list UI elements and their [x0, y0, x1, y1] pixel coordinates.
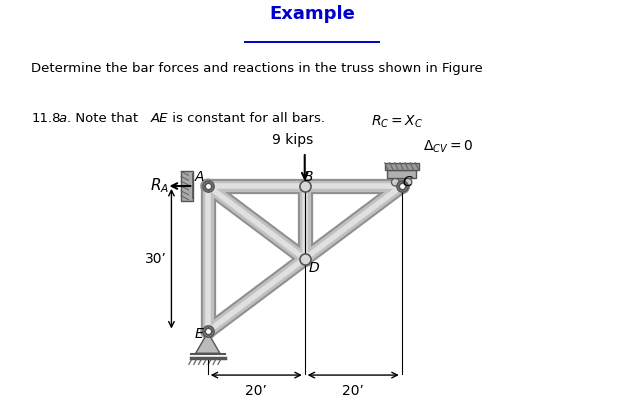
Text: Example: Example — [269, 4, 355, 22]
Text: B: B — [304, 170, 313, 184]
Text: D: D — [309, 261, 319, 275]
Text: 20’: 20’ — [343, 384, 364, 398]
Text: AE: AE — [151, 112, 168, 125]
Text: 11.8: 11.8 — [31, 112, 61, 125]
Bar — [385, 163, 419, 170]
Text: $\Delta_{CV}=0$: $\Delta_{CV}=0$ — [424, 139, 474, 155]
Circle shape — [391, 178, 399, 186]
Text: $R_A$: $R_A$ — [150, 177, 169, 196]
Text: is constant for all bars.: is constant for all bars. — [168, 112, 325, 125]
Text: C: C — [402, 175, 412, 189]
Text: $R_C = X_C$: $R_C = X_C$ — [371, 114, 423, 130]
Text: Determine the bar forces and reactions in the truss shown in Figure: Determine the bar forces and reactions i… — [31, 62, 483, 75]
Bar — [181, 171, 193, 200]
Polygon shape — [196, 333, 220, 353]
Text: . Note that: . Note that — [67, 112, 142, 125]
Text: 20’: 20’ — [245, 384, 267, 398]
Bar — [387, 170, 416, 178]
Text: 30’: 30’ — [145, 252, 167, 266]
Circle shape — [404, 178, 412, 186]
Text: 9 kips: 9 kips — [272, 133, 313, 147]
Text: A: A — [194, 170, 204, 184]
Text: E: E — [195, 327, 203, 341]
Text: a: a — [59, 112, 67, 125]
